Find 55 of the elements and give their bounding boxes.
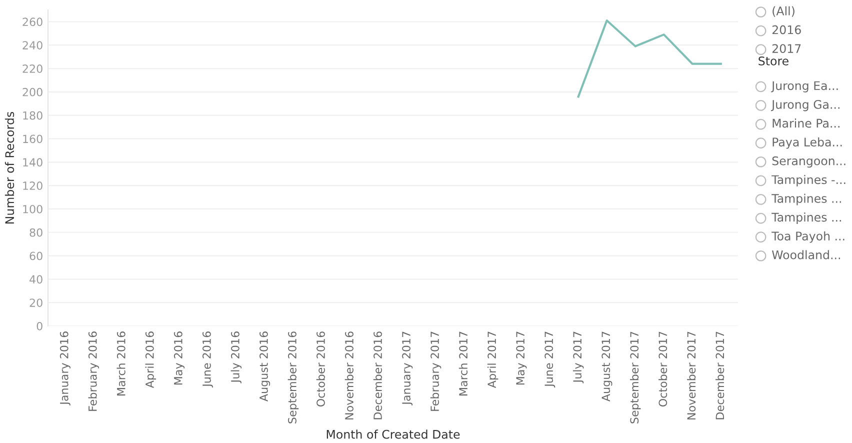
- x-tick-label: October 2016: [316, 332, 325, 407]
- x-tick-label: June 2016: [202, 332, 213, 388]
- text: 2017: [772, 44, 801, 54]
- y-tick-label: 140: [23, 158, 42, 167]
- y-tick-label: 0: [36, 322, 42, 330]
- y-axis-title: Number of Records: [4, 112, 14, 224]
- x-tick-label: September 2017: [630, 332, 641, 424]
- x-tick-label: March 2016: [116, 332, 126, 396]
- x-tick-label: December 2017: [716, 332, 724, 420]
- text: Tampines ...: [772, 194, 842, 206]
- y-tick-label: 20: [30, 298, 42, 307]
- y-tick-label: 40: [30, 275, 42, 284]
- x-tick-label: October 2017: [658, 332, 668, 407]
- x-tick-label: November 2016: [344, 332, 354, 420]
- y-tick-label: 240: [22, 41, 42, 50]
- text: Serangoon...: [772, 156, 846, 168]
- text: Store: [758, 56, 788, 66]
- text: Jurong Ga...: [770, 100, 840, 112]
- y-tick-label: 220: [22, 64, 42, 73]
- line-series: [577, 19, 722, 98]
- y-tick-label: 180: [23, 111, 42, 120]
- text: Paya Leba...: [772, 137, 842, 149]
- x-tick-label: November 2017: [687, 332, 696, 420]
- y-tick-label: 160: [23, 134, 42, 144]
- x-tick-label: June 2017: [544, 332, 556, 388]
- x-tick-label: December 2016: [373, 332, 382, 420]
- x-tick-label: April 2017: [487, 332, 498, 388]
- x-tick-label: August 2017: [602, 332, 612, 402]
- text: Tampines ...: [772, 212, 842, 224]
- text: (All): [772, 6, 794, 17]
- x-tick-label: July 2017: [572, 332, 584, 384]
- text: Jurong Ea...: [770, 81, 838, 92]
- x-tick-label: September 2016: [288, 332, 299, 424]
- x-tick-label: April 2016: [145, 332, 156, 388]
- y-tick-label: 60: [30, 252, 42, 260]
- x-tick-label: May 2016: [174, 332, 185, 385]
- text: Toa Payoh ...: [772, 231, 844, 243]
- x-tick-label: January 2016: [60, 332, 70, 406]
- text: Woodland...: [772, 250, 840, 260]
- text: Marine Pa...: [772, 118, 840, 128]
- y-tick-label: 100: [23, 204, 42, 214]
- x-tick-label: July 2016: [230, 332, 242, 384]
- x-tick-label: February 2017: [430, 332, 442, 411]
- text: 2016: [772, 25, 801, 34]
- y-tick-label: 260: [22, 18, 42, 26]
- y-tick-label: 120: [23, 182, 42, 190]
- x-tick-label: May 2017: [516, 332, 527, 385]
- x-axis-title: Month of Created Date: [326, 430, 460, 439]
- y-tick-label: 80: [30, 228, 42, 237]
- text: Tampines -...: [772, 174, 846, 186]
- y-tick-label: 200: [22, 88, 42, 96]
- x-tick-label: August 2016: [260, 332, 270, 402]
- x-tick-label: February 2016: [88, 332, 99, 411]
- x-tick-label: March 2017: [458, 332, 468, 396]
- x-tick-label: January 2017: [402, 332, 413, 406]
